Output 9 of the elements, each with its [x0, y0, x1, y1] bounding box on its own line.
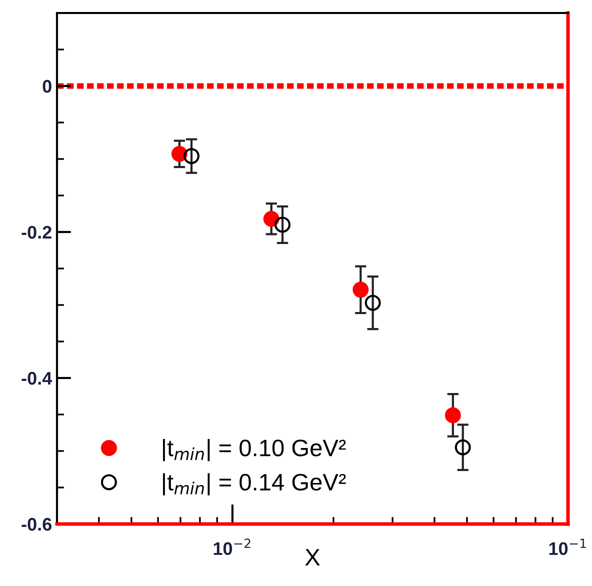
- y-tick-label: -0.2: [22, 226, 52, 239]
- y-tick-label: 0: [42, 80, 52, 93]
- y-tick-label: -0.4: [22, 372, 52, 385]
- x-tick-label: 10$^{−2}$: [214, 538, 250, 556]
- x-tick-label: 10$^{−1}$: [549, 538, 586, 556]
- legend-label: |t$_{min}$| = 0.10 GeV²: [163, 439, 346, 462]
- legend-label: |t$_{min}$| = 0.14 GeV²: [163, 473, 346, 496]
- x-axis-title: X: [305, 549, 320, 566]
- y-tick-label: -0.6: [22, 518, 52, 531]
